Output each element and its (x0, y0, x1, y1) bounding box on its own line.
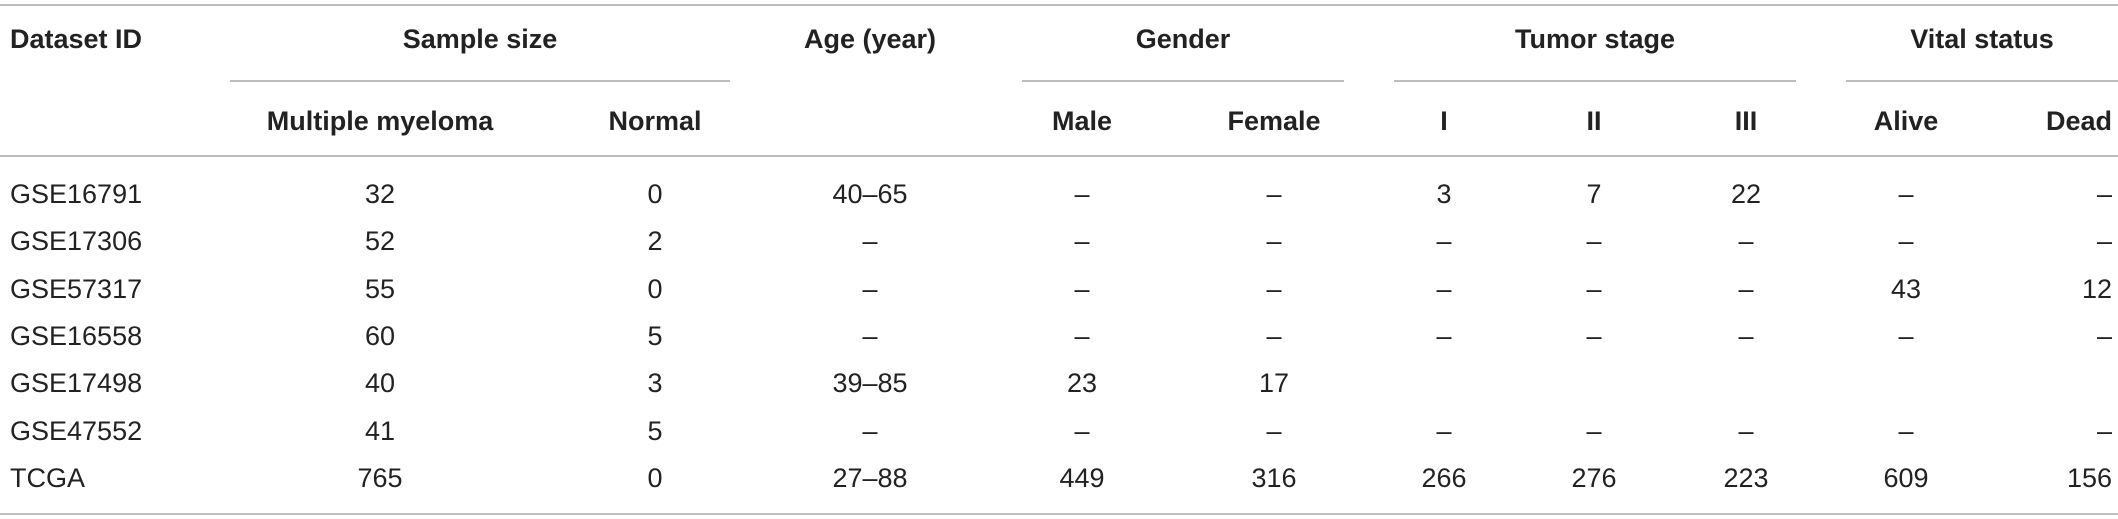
cell-alive: 609 (1883, 463, 1929, 493)
cell-stage-2: – (1586, 274, 1602, 304)
header-dataset-id: Dataset ID (10, 24, 143, 54)
cell-multiple-myeloma: 40 (364, 368, 396, 398)
cell-stage-1: – (1436, 416, 1452, 446)
cell-normal: 5 (647, 321, 663, 351)
cell-male: – (1074, 274, 1090, 304)
header-multiple-myeloma: Multiple myeloma (266, 106, 494, 136)
cell-stage-3: – (1738, 274, 1754, 304)
header-tumor-stage: Tumor stage (1514, 24, 1676, 54)
header-dead: Dead (2045, 106, 2112, 136)
cell-female: 316 (1251, 463, 1297, 493)
gender-underline (1022, 80, 1344, 82)
tumor-stage-underline (1394, 80, 1796, 82)
cell-age: – (862, 226, 878, 256)
cell-stage-3: 223 (1723, 463, 1769, 493)
cell-dead: – (2096, 226, 2112, 256)
cell-stage-1: – (1436, 274, 1452, 304)
cell-stage-2: 276 (1571, 463, 1617, 493)
cell-multiple-myeloma: 41 (364, 416, 396, 446)
cell-stage-2: 7 (1586, 179, 1602, 209)
cell-alive: 43 (1890, 274, 1922, 304)
cell-stage-1: – (1436, 226, 1452, 256)
cell-dead: – (2096, 416, 2112, 446)
cell-stage-1: – (1436, 321, 1452, 351)
cell-female: – (1266, 274, 1282, 304)
cell-normal: 3 (647, 368, 663, 398)
cell-normal: 5 (647, 416, 663, 446)
cell-multiple-myeloma: 60 (364, 321, 396, 351)
cell-age: 27–88 (832, 463, 908, 493)
cell-alive: – (1898, 416, 1914, 446)
cell-stage-2: – (1586, 416, 1602, 446)
cell-alive: – (1898, 226, 1914, 256)
cell-female: 17 (1258, 368, 1290, 398)
cell-dead: 12 (2081, 274, 2112, 304)
cell-dataset-id: GSE16791 (10, 179, 143, 209)
cell-stage-2: – (1586, 226, 1602, 256)
cell-age: 40–65 (832, 179, 908, 209)
header-vital-status: Vital status (1910, 24, 2054, 54)
cell-dead: – (2096, 321, 2112, 351)
cell-stage-3: 22 (1730, 179, 1762, 209)
cell-stage-3: – (1738, 416, 1754, 446)
cell-female: – (1266, 226, 1282, 256)
cell-age: – (862, 416, 878, 446)
cell-stage-1: 266 (1421, 463, 1467, 493)
header-age: Age (year) (803, 24, 937, 54)
cell-stage-3: – (1738, 226, 1754, 256)
cell-alive: – (1898, 321, 1914, 351)
header-stage-2: II (1586, 106, 1602, 136)
header-stage-3: III (1734, 106, 1758, 136)
cell-dataset-id: GSE47552 (10, 416, 143, 446)
header-male: Male (1051, 106, 1113, 136)
cell-multiple-myeloma: 32 (364, 179, 396, 209)
table-bottom-rule (0, 513, 2118, 515)
sample-size-underline (230, 80, 730, 82)
cell-multiple-myeloma: 765 (357, 463, 403, 493)
cell-male: – (1074, 416, 1090, 446)
table-top-rule (0, 4, 2118, 6)
cell-male: – (1074, 226, 1090, 256)
header-alive: Alive (1873, 106, 1939, 136)
header-gender: Gender (1135, 24, 1231, 54)
cell-male: 449 (1059, 463, 1105, 493)
cell-multiple-myeloma: 55 (364, 274, 396, 304)
cell-male: – (1074, 321, 1090, 351)
cell-normal: 0 (647, 274, 663, 304)
cell-dataset-id: TCGA (10, 463, 86, 493)
cell-stage-2: – (1586, 321, 1602, 351)
cell-dataset-id: GSE17498 (10, 368, 143, 398)
cell-age: – (862, 274, 878, 304)
cell-dataset-id: GSE16558 (10, 321, 143, 351)
cell-stage-1: 3 (1436, 179, 1452, 209)
header-sample-size: Sample size (402, 24, 558, 54)
cell-normal: 0 (647, 179, 663, 209)
cell-dataset-id: GSE17306 (10, 226, 143, 256)
header-stage-1: I (1440, 106, 1448, 136)
cell-female: – (1266, 179, 1282, 209)
cell-dataset-id: GSE57317 (10, 274, 143, 304)
vital-status-underline (1846, 80, 2118, 82)
cell-alive: – (1898, 179, 1914, 209)
header-normal: Normal (608, 106, 702, 136)
cell-female: – (1266, 321, 1282, 351)
cell-age: – (862, 321, 878, 351)
header-female: Female (1227, 106, 1321, 136)
cell-dead: – (2096, 179, 2112, 209)
cell-female: – (1266, 416, 1282, 446)
header-bottom-rule (0, 155, 2118, 157)
cell-multiple-myeloma: 52 (364, 226, 396, 256)
cell-age: 39–85 (832, 368, 908, 398)
cell-stage-3: – (1738, 321, 1754, 351)
cell-dead: 156 (2066, 463, 2112, 493)
cell-male: 23 (1066, 368, 1098, 398)
cell-normal: 2 (647, 226, 663, 256)
cell-male: – (1074, 179, 1090, 209)
cell-normal: 0 (647, 463, 663, 493)
